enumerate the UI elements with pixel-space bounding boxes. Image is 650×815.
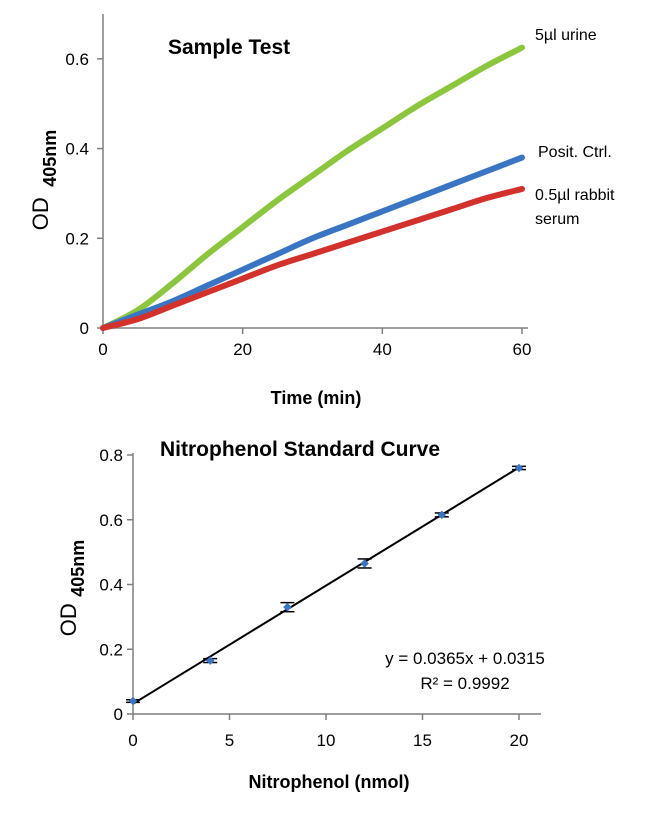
chart2-x-axis-title: Nitrophenol (nmol): [249, 772, 410, 792]
chart1-x-tick-label: 20: [233, 340, 252, 359]
chart2-y-tick-label: 0.2: [99, 640, 123, 659]
chart2-trendline-group: [132, 466, 520, 705]
chart1-y-axis-title: OD 405nm: [28, 130, 60, 231]
chart2-y-tick-label: 0.4: [99, 576, 123, 595]
chart2-ticks: 0 0.2 0.4 0.6 0.8 0 5 10 15 20: [99, 446, 528, 750]
series-label-positive-control: Posit. Ctrl.: [538, 144, 612, 161]
chart1-y-tick-label: 0.6: [65, 50, 89, 69]
data-point: [128, 696, 138, 706]
svg-text:OD 405nm: OD 405nm: [56, 540, 88, 637]
series-line-rabbit-serum: [100, 185, 525, 331]
trendline: [132, 466, 520, 705]
chart2-x-tick-label: 10: [317, 731, 336, 750]
series-label-urine: 5µl urine: [535, 27, 597, 44]
chart2-x-tick-label: 20: [510, 731, 529, 750]
series-line-urine: [100, 44, 525, 331]
chart1-x-tick-label: 60: [513, 340, 532, 359]
chart2-title: Nitrophenol Standard Curve: [160, 438, 440, 461]
chart2-points: [126, 463, 526, 706]
chart2-y-axis-title-sub: 405nm: [68, 540, 88, 597]
chart2-x-tick-label: 15: [413, 731, 432, 750]
svg-text:OD 405nm: OD 405nm: [28, 130, 60, 231]
chart1-x-tick-label: 40: [373, 340, 392, 359]
chart1-series: 5µl urine Posit. Ctrl. 0.5µl rabbit serum: [100, 27, 615, 331]
chart1-ticks: 0 0.2 0.4 0.6 0 20 40 60: [65, 50, 531, 359]
data-point: [514, 463, 524, 473]
chart2-x-tick-label: 5: [225, 731, 234, 750]
trendline-equation: y = 0.0365x + 0.0315: [385, 649, 545, 668]
standard-curve-chart: Nitrophenol Standard Curve 0 0.2 0.4 0.6 0.8…: [56, 438, 545, 792]
chart2-y-axis-title: OD 405nm: [56, 540, 88, 637]
chart2-y-tick-label: 0: [114, 705, 123, 724]
chart1-y-tick-label: 0: [80, 319, 89, 338]
chart1-title: Sample Test: [168, 36, 290, 59]
sample-test-chart: Sample Test 0 0.2 0.4 0.6 0 20 40 60 5µl urine P…: [28, 14, 615, 408]
trendline-r-squared: R² = 0.9992: [420, 674, 509, 693]
series-label-rabbit-serum: serum: [535, 211, 579, 228]
series-line-positive-control: [100, 154, 525, 331]
chart1-y-axis-title-sub: 405nm: [40, 130, 60, 187]
chart1-y-axis-title-main: OD: [28, 197, 53, 230]
chart1-x-tick-label: 0: [98, 340, 107, 359]
chart2-y-tick-label: 0.8: [99, 446, 123, 465]
chart2-x-tick-label: 0: [128, 731, 137, 750]
chart1-y-tick-label: 0.2: [65, 229, 89, 248]
data-point: [283, 602, 292, 612]
chart1-y-tick-label: 0.4: [65, 140, 89, 159]
chart2-y-tick-label: 0.6: [99, 511, 123, 530]
data-point: [360, 559, 369, 568]
chart2-y-axis-title-main: OD: [56, 603, 81, 636]
chart1-x-axis-title: Time (min): [271, 388, 362, 408]
series-label-rabbit-serum: 0.5µl rabbit: [535, 187, 615, 204]
data-point: [437, 510, 447, 520]
